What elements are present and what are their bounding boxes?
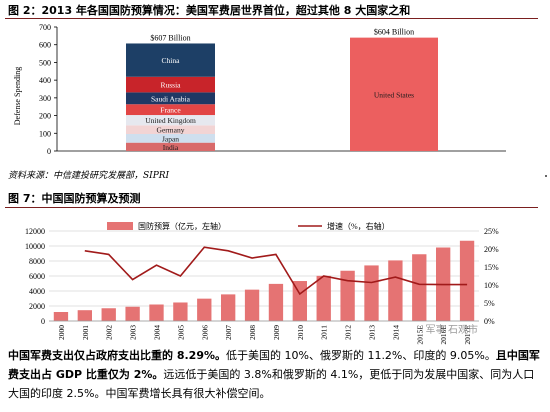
bar-segment-germany: [126, 125, 215, 134]
segment-label: United States: [374, 90, 414, 99]
x-tick-label: 2000: [57, 325, 66, 340]
budget-bar: [101, 308, 116, 321]
segment-label: Germany: [157, 126, 185, 135]
x-tick-label: 2001: [81, 325, 90, 340]
summary-sentence-4: 远远低于美国的 3.8%和俄罗斯的 4.1%，更低于同为发展中国家、同为人口大国…: [8, 368, 535, 400]
budget-bar: [197, 298, 212, 321]
bar-segment-saudi-arabia: [126, 92, 215, 105]
bar-segment-united-states: [350, 37, 438, 151]
legend-swatch-budget: [107, 222, 133, 230]
budget-bar: [149, 304, 164, 321]
segment-label: Russia: [160, 81, 181, 90]
right-axis-tick-label: 0%: [484, 317, 495, 326]
figure2-chart: Defense Spending 0100200300400500600700 …: [13, 23, 506, 156]
legend-label-budget: 国防预算（亿元，左轴）: [138, 221, 226, 231]
figure7-chart: 国防预算（亿元，左轴） 增速（%，右轴） 0 2000 4000 6000 8000 10…: [25, 221, 499, 345]
bar-total-label: $604 Billion: [374, 28, 414, 37]
x-tick-label: 2009: [272, 325, 281, 340]
y-tick-label: 600: [39, 41, 51, 50]
budget-bar: [221, 294, 236, 321]
figure7-title: 图 7：中国国防预算及预测: [8, 192, 141, 205]
summary-sentence-1: 中国军费支出仅占政府支出比重的 8.29%。: [8, 349, 226, 362]
x-tick-label: 2005: [176, 325, 185, 340]
bar-segment-japan: [126, 133, 215, 143]
bar-segment-united-kingdom: [126, 115, 215, 126]
left-axis-tick-label: 4000: [29, 287, 45, 296]
left-axis-tick-label: 8000: [29, 257, 45, 266]
figure7-title-rule: [5, 207, 538, 208]
budget-bar: [173, 302, 188, 321]
right-axis-tick-label: 20%: [484, 245, 499, 254]
summary-sentence-3: 且中国军费支出占 GDP 比重仅为 2%。: [8, 349, 540, 381]
x-tick-label: 2002: [105, 325, 114, 340]
x-tick-label: 2003: [129, 325, 138, 340]
figure2-source: 资料来源：中信建投研究发展部，SIPRI: [8, 171, 170, 181]
x-tick-label: 2017E: [463, 325, 472, 345]
y-tick-label: 400: [39, 76, 51, 85]
x-tick-label: 2010: [296, 325, 305, 340]
growth-rate-line: [84, 246, 468, 296]
y-tick-label: 200: [39, 112, 51, 121]
right-axis-tick-label: 10%: [484, 281, 499, 290]
segment-label: Japan: [162, 134, 179, 143]
left-axis-tick-label: 2000: [29, 302, 45, 311]
y-tick-label: 300: [39, 94, 51, 103]
segment-label: Saudi Arabia: [151, 94, 191, 103]
bar-segment-india: [126, 142, 215, 151]
bar-segment-france: [126, 104, 215, 116]
left-axis-tick-label: 10000: [25, 242, 45, 251]
y-tick-label: 700: [39, 23, 51, 32]
x-tick-label: 2013: [368, 325, 377, 340]
summary-sentence-2: 低于美国的 10%、俄罗斯的 11.2%、印度的 9.05%。: [226, 349, 496, 362]
right-axis-tick-label: 15%: [484, 263, 499, 272]
figure2-title-rule: [5, 18, 538, 19]
left-axis-tick-label: 0: [41, 317, 45, 326]
budget-bar: [316, 275, 331, 321]
y-tick-label: 0: [47, 147, 51, 156]
left-axis-tick-label: 12000: [25, 227, 45, 236]
summary-paragraph: 中国军费支出仅占政府支出比重的 8.29%。低于美国的 10%、俄罗斯的 11.…: [8, 346, 544, 403]
x-tick-label: 2015E: [415, 325, 424, 345]
right-axis-tick-label: 5%: [484, 299, 495, 308]
budget-bar: [459, 240, 475, 321]
bar-total-label: $607 Billion: [150, 33, 190, 42]
left-axis-tick-label: 6000: [29, 272, 45, 281]
segment-label: China: [162, 56, 181, 65]
y-axis-label: Defense Spending: [13, 67, 22, 125]
budget-bar: [364, 265, 379, 321]
budget-bar: [340, 270, 355, 321]
right-axis-tick-label: 25%: [484, 227, 499, 236]
y-tick-label: 100: [39, 129, 51, 138]
budget-bar: [125, 306, 140, 321]
x-tick-label: 2006: [200, 325, 209, 340]
figure2-title: 图 2：2013 年各国国防预算情况：美国军费居世界首位，超过其他 8 大国家之…: [8, 4, 411, 17]
x-tick-label: 2011: [320, 325, 329, 340]
x-tick-label: 2014: [391, 325, 400, 340]
y-tick-label: 500: [39, 58, 51, 67]
x-tick-label: 2004: [153, 325, 162, 340]
page-edge-mark: [545, 175, 547, 177]
x-tick-label: 2016E: [439, 325, 448, 345]
budget-bar: [53, 312, 69, 321]
x-tick-label: 2012: [344, 325, 353, 340]
x-tick-label: 2008: [248, 325, 257, 340]
segment-label: France: [160, 106, 181, 115]
segment-label: United Kingdom: [145, 116, 196, 125]
bar-segment-china: [126, 43, 215, 77]
budget-bar: [388, 260, 403, 321]
budget-bar: [77, 310, 92, 321]
watermark-text: 军事 石观市: [426, 323, 479, 336]
budget-bar: [412, 254, 427, 321]
budget-bar: [244, 289, 260, 321]
budget-bar: [268, 283, 284, 321]
x-tick-label: 2007: [224, 325, 233, 340]
bar-segment-russia: [126, 76, 215, 93]
segment-label: India: [163, 143, 179, 152]
legend-label-growth: 增速（%，右轴）: [327, 221, 390, 231]
